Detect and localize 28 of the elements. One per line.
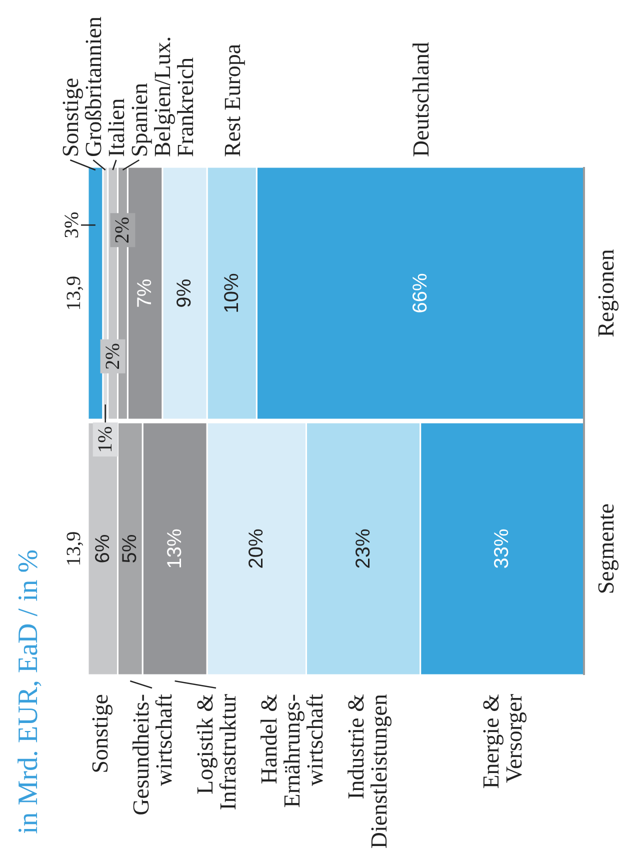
data-label: 20%	[246, 528, 268, 569]
data-label: 6%	[92, 534, 114, 564]
data-label: 3%	[61, 212, 83, 238]
text: Energie & Versorger	[478, 694, 527, 789]
data-label: 66%	[409, 273, 432, 314]
text: Deutschland	[408, 42, 434, 157]
text: Sonstige	[58, 78, 84, 157]
text: Handel & Ernährungs- wirtschaft	[256, 693, 328, 808]
text: in Mrd. EUR, EaD / in %	[13, 549, 44, 834]
data-label: 2%	[112, 216, 134, 244]
data-label: 2%	[102, 343, 124, 370]
data-label: 7%	[134, 278, 156, 308]
text: Gesundheits- wirtschaft	[128, 693, 176, 816]
data-label: 1%	[94, 426, 116, 453]
annotation: 13,9	[63, 276, 85, 311]
data-label: 5%	[119, 534, 142, 564]
text: Spanien	[127, 82, 152, 157]
text: Sonstige	[88, 694, 112, 774]
text: Italien	[104, 98, 130, 157]
data-label: 23%	[352, 528, 374, 569]
text: Rest Europa	[220, 44, 245, 157]
data-label: 33%	[491, 528, 514, 569]
data-label: 10%	[220, 273, 243, 314]
data-label: 13%	[164, 528, 186, 569]
data-label: 9%	[174, 278, 196, 308]
y-tick-label: Regionen	[593, 248, 618, 338]
y-tick-label: Segmente	[593, 503, 618, 594]
annotation: 13,9	[63, 531, 85, 566]
